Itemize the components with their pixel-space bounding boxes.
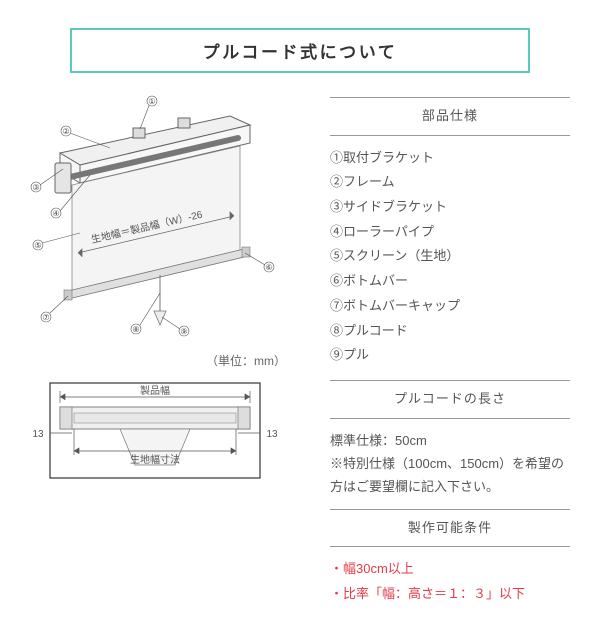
- unit-label: （単位：mm）: [20, 352, 286, 369]
- part-item: ⑤スクリーン（生地）: [330, 244, 570, 269]
- cross-section-diagram: 製品幅 13 13 生地幅寸法: [20, 373, 290, 493]
- condition-line2: ・比率「幅：高さ＝１：３」以下: [330, 582, 570, 607]
- callout-7: ⑦: [42, 313, 49, 322]
- callout-9: ⑨: [180, 327, 187, 336]
- condition-line1: ・幅30cm以上: [330, 557, 570, 582]
- callout-3: ③: [32, 183, 39, 192]
- page-title: プルコード式について: [70, 28, 530, 73]
- cord-heading: プルコードの長さ: [330, 380, 570, 419]
- conditions-heading: 製作可能条件: [330, 509, 570, 548]
- cord-line1: 標準仕様：50cm: [330, 429, 570, 452]
- product-width-label: 製品幅: [140, 384, 170, 397]
- left-column: 生地幅＝製品幅（W）-26 ① ② ③ ④: [20, 93, 310, 607]
- callout-2: ②: [62, 127, 69, 136]
- right-column: 部品仕様 ①取付ブラケット ②フレーム ③サイドブラケット ④ローラーパイプ ⑤…: [310, 93, 570, 607]
- callout-8: ⑧: [132, 325, 139, 334]
- right-gap-label: 13: [266, 429, 278, 440]
- callout-5: ⑤: [34, 241, 41, 250]
- callout-4: ④: [52, 209, 59, 218]
- part-item: ⑥ボトムバー: [330, 269, 570, 294]
- part-item: ⑧プルコード: [330, 319, 570, 344]
- part-item: ①取付ブラケット: [330, 146, 570, 171]
- part-item: ⑦ボトムバーキャップ: [330, 294, 570, 319]
- callout-1: ①: [148, 97, 155, 106]
- parts-list: ①取付ブラケット ②フレーム ③サイドブラケット ④ローラーパイプ ⑤スクリーン…: [330, 146, 570, 368]
- fabric-width-dim-label: 生地幅寸法: [130, 453, 180, 466]
- left-gap-label: 13: [32, 429, 44, 440]
- part-item: ⑨プル: [330, 343, 570, 368]
- main-content: 生地幅＝製品幅（W）-26 ① ② ③ ④: [0, 93, 600, 607]
- callout-6: ⑥: [265, 263, 272, 272]
- cord-line2: ※特別仕様（100cm、150cm）を希望の方はご要望欄に記入下さい。: [330, 452, 570, 499]
- part-item: ③サイドブラケット: [330, 195, 570, 220]
- roller-screen-diagram: 生地幅＝製品幅（W）-26 ① ② ③ ④: [20, 93, 290, 343]
- part-item: ②フレーム: [330, 170, 570, 195]
- parts-heading: 部品仕様: [330, 97, 570, 136]
- conditions-list: ・幅30cm以上 ・比率「幅：高さ＝１：３」以下: [330, 557, 570, 606]
- cord-description: 標準仕様：50cm ※特別仕様（100cm、150cm）を希望の方はご要望欄に記…: [330, 429, 570, 499]
- part-item: ④ローラーパイプ: [330, 220, 570, 245]
